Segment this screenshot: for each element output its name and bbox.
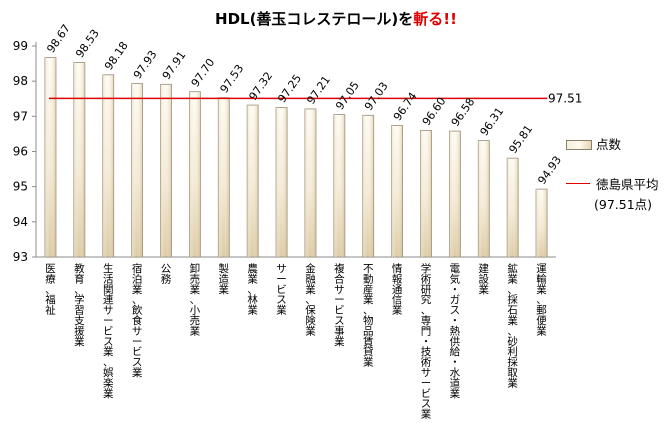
bar-value-label: 96.31	[478, 105, 507, 138]
chart-title-accent: 斬る!!	[413, 10, 457, 28]
bar-value-label: 95.81	[506, 123, 535, 156]
bar-shade	[73, 62, 85, 257]
bar-shade	[276, 107, 288, 258]
bar-shade	[333, 114, 345, 257]
category-label: 医療、福祉	[45, 263, 56, 317]
y-tick-label: 94	[13, 215, 28, 229]
bar-shade	[449, 131, 461, 257]
bar-value-label: 97.93	[131, 48, 160, 81]
y-tick-label: 96	[13, 145, 28, 159]
bar-shade	[218, 97, 230, 257]
bar-value-label: 97.05	[333, 79, 362, 112]
bar-value-label: 98.67	[44, 22, 73, 55]
bar-shade	[507, 158, 519, 257]
bar-shade	[247, 105, 259, 257]
bar-value-label: 94.93	[535, 154, 564, 187]
bar-value-label: 97.21	[304, 73, 333, 106]
bar-shade	[362, 115, 374, 257]
bar-shade	[44, 57, 56, 258]
bar-shade	[391, 125, 403, 257]
category-label: 複合サービス事業	[334, 262, 345, 348]
bar-shade	[478, 140, 490, 257]
category-label: サービス業	[276, 263, 287, 317]
legend-bar-swatch	[566, 140, 592, 150]
bar-value-label: 97.91	[160, 49, 189, 82]
y-tick-label: 95	[13, 180, 28, 194]
bar-shade	[536, 189, 548, 257]
bar-value-label: 96.58	[449, 96, 478, 129]
category-label: 宿泊業、飲食サービス業	[132, 262, 143, 379]
legend-line-sublabel: (97.51点)	[594, 197, 653, 212]
category-label: 電気・ガス・熱供給・水道業	[450, 263, 461, 400]
chart-title-main: HDL(善玉コレステロール)を	[215, 10, 414, 28]
bar-shade	[189, 91, 201, 257]
bar-shade	[131, 83, 143, 258]
y-tick-label: 98	[13, 74, 28, 88]
category-label: 鉱業、採石業、砂利採取業	[507, 262, 518, 389]
category-label: 不動産業、物品賃貸業	[363, 263, 374, 369]
bar-shade	[160, 84, 172, 257]
bar-shade	[420, 130, 432, 257]
category-label: 卸売業、小売業	[190, 262, 201, 337]
bar-value-label: 98.53	[73, 27, 102, 60]
category-label: 農業、林業	[247, 262, 258, 317]
chart-title: HDL(善玉コレステロール)を斬る!!	[0, 8, 672, 29]
bar-value-label: 97.70	[189, 56, 218, 89]
category-label: 学術研究、専門・技術サービス業	[421, 262, 432, 421]
bar-value-label: 97.03	[362, 80, 391, 113]
bar-shade	[304, 108, 316, 257]
category-label: 情報通信業	[392, 262, 403, 317]
category-label: 公務	[161, 263, 172, 285]
average-value-label: 97.51	[548, 91, 582, 105]
bar-shade	[102, 74, 114, 257]
category-label: 運輸業、郵便業	[536, 263, 547, 337]
legend: 点数 徳島県平均 (97.51点)	[566, 134, 670, 212]
bar-value-label: 96.74	[391, 90, 420, 123]
bar-value-label: 97.25	[275, 72, 304, 105]
legend-line-swatch	[566, 183, 590, 184]
bar-value-label: 97.53	[218, 62, 247, 95]
category-label: 生活関連サービス業、娯楽業	[103, 262, 114, 400]
category-label: 金融業、保険業	[305, 262, 316, 337]
category-label: 製造業	[219, 262, 230, 296]
legend-line-label: 徳島県平均	[596, 177, 659, 192]
legend-bar-label: 点数	[596, 137, 622, 152]
category-label: 教育、学習支援業	[74, 262, 85, 348]
bar-value-label: 98.18	[102, 39, 131, 72]
y-tick-label: 93	[13, 250, 28, 264]
y-tick-label: 97	[13, 109, 28, 123]
bar-value-label: 96.60	[420, 95, 449, 128]
y-tick-label: 99	[13, 39, 28, 53]
category-label: 建設業	[479, 262, 490, 296]
